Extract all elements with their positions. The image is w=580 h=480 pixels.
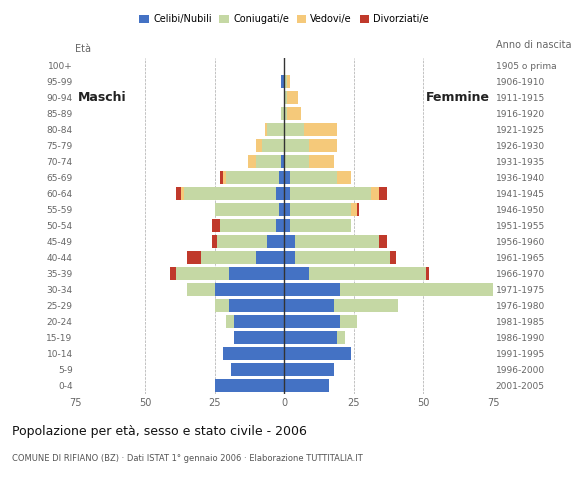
Bar	[256, 139, 262, 153]
Bar	[284, 107, 287, 120]
Bar	[248, 155, 256, 168]
Bar	[284, 203, 290, 216]
Bar	[284, 219, 290, 232]
Bar	[278, 171, 284, 184]
Bar	[223, 171, 226, 184]
Bar	[181, 187, 184, 201]
Bar	[287, 107, 301, 120]
Bar	[281, 107, 284, 120]
Bar	[262, 139, 284, 153]
Bar	[284, 235, 295, 249]
Bar	[176, 187, 181, 201]
Bar	[231, 363, 284, 376]
Bar	[304, 123, 337, 136]
Bar	[290, 219, 351, 232]
Bar	[334, 299, 398, 312]
Bar	[215, 299, 229, 312]
Bar	[281, 155, 284, 168]
Bar	[309, 139, 337, 153]
Bar	[340, 283, 493, 296]
Bar	[309, 267, 426, 280]
Bar	[226, 315, 234, 328]
Text: Popolazione per età, sesso e stato civile - 2006: Popolazione per età, sesso e stato civil…	[12, 425, 306, 438]
Bar	[256, 251, 284, 264]
Bar	[223, 347, 284, 360]
Bar	[187, 251, 201, 264]
Bar	[256, 155, 281, 168]
Bar	[390, 251, 396, 264]
Bar	[309, 155, 334, 168]
Bar	[290, 187, 371, 201]
Bar	[426, 267, 429, 280]
Bar	[218, 235, 267, 249]
Bar	[357, 203, 360, 216]
Bar	[351, 203, 357, 216]
Bar	[226, 171, 278, 184]
Bar	[295, 251, 390, 264]
Bar	[284, 283, 340, 296]
Bar	[284, 171, 290, 184]
Bar	[284, 347, 351, 360]
Bar	[284, 123, 304, 136]
Bar	[284, 267, 309, 280]
Legend: Celibi/Nubili, Coniugati/e, Vedovi/e, Divorziati/e: Celibi/Nubili, Coniugati/e, Vedovi/e, Di…	[136, 11, 433, 28]
Bar	[278, 203, 284, 216]
Bar	[287, 75, 290, 88]
Bar	[176, 267, 229, 280]
Bar	[284, 75, 287, 88]
Text: COMUNE DI RIFIANO (BZ) · Dati ISTAT 1° gennaio 2006 · Elaborazione TUTTITALIA.IT: COMUNE DI RIFIANO (BZ) · Dati ISTAT 1° g…	[12, 454, 362, 463]
Bar	[337, 331, 346, 345]
Bar	[229, 299, 284, 312]
Bar	[212, 235, 218, 249]
Bar	[267, 123, 284, 136]
Bar	[284, 379, 329, 393]
Bar	[284, 299, 334, 312]
Bar	[220, 219, 276, 232]
Bar	[220, 171, 223, 184]
Bar	[264, 123, 267, 136]
Text: Maschi: Maschi	[78, 91, 127, 104]
Text: Età: Età	[75, 45, 92, 54]
Bar	[284, 139, 309, 153]
Text: Femmine: Femmine	[426, 91, 490, 104]
Bar	[284, 363, 334, 376]
Bar	[290, 203, 351, 216]
Bar	[215, 379, 284, 393]
Text: Anno di nascita: Anno di nascita	[496, 40, 571, 50]
Bar	[284, 315, 340, 328]
Bar	[187, 283, 215, 296]
Bar	[229, 267, 284, 280]
Bar	[284, 331, 337, 345]
Bar	[184, 187, 276, 201]
Bar	[371, 187, 379, 201]
Bar	[379, 187, 387, 201]
Bar	[337, 171, 351, 184]
Bar	[295, 235, 379, 249]
Bar	[379, 235, 387, 249]
Bar	[290, 171, 337, 184]
Bar	[284, 91, 287, 105]
Bar	[215, 283, 284, 296]
Bar	[234, 331, 284, 345]
Bar	[284, 251, 295, 264]
Bar	[284, 155, 309, 168]
Bar	[234, 315, 284, 328]
Bar	[281, 75, 284, 88]
Bar	[212, 219, 220, 232]
Bar	[267, 235, 284, 249]
Bar	[215, 203, 278, 216]
Bar	[340, 315, 357, 328]
Bar	[276, 219, 284, 232]
Bar	[287, 91, 298, 105]
Bar	[201, 251, 256, 264]
Bar	[284, 187, 290, 201]
Bar	[170, 267, 176, 280]
Bar	[276, 187, 284, 201]
